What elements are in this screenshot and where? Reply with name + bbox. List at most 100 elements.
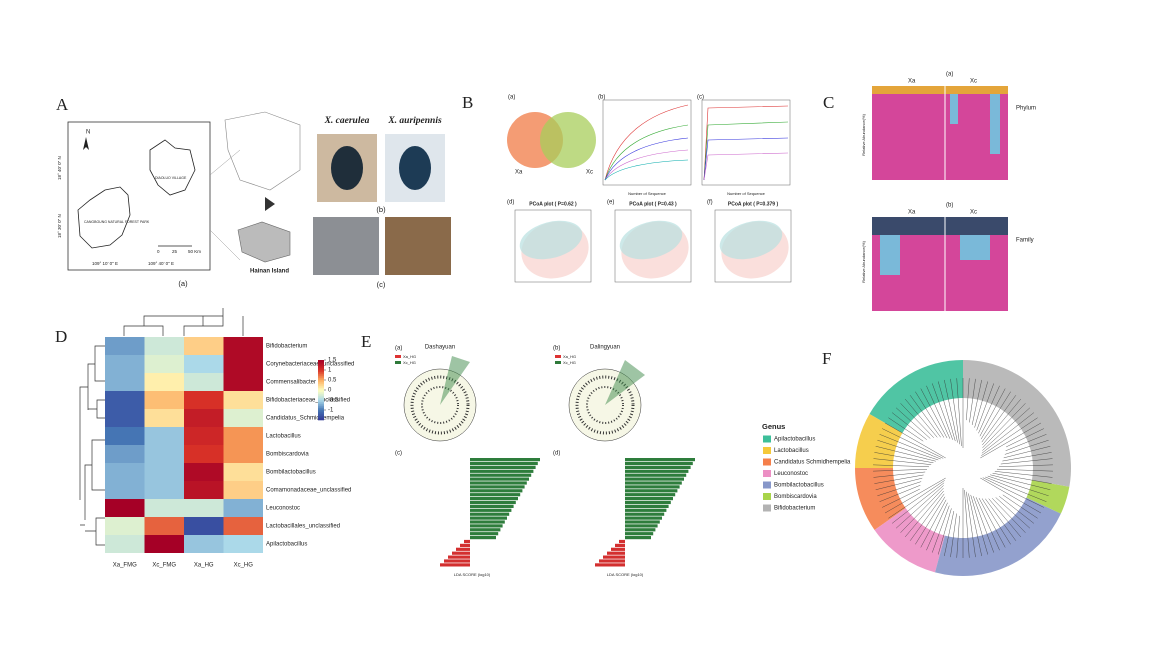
legend-label: Xa_HG: [403, 354, 416, 359]
tree-branch: [982, 403, 1026, 448]
curve: [703, 152, 789, 181]
colorbar-label: -0.5: [328, 398, 339, 404]
lda-bars: [440, 458, 695, 567]
colorbar-step: [318, 372, 324, 375]
colorbar-step: [318, 384, 324, 387]
heat-cell: [184, 463, 224, 481]
heat-cell: [144, 337, 184, 355]
colorbar-step: [318, 394, 324, 397]
clade-wedge: [1026, 480, 1070, 514]
tree-branch: [995, 497, 1031, 529]
colorbar-step: [318, 414, 324, 417]
connector: [209, 229, 241, 261]
tree-branch: [969, 378, 976, 423]
legend-label: Leuconostoc: [774, 471, 808, 477]
column-label: Xc_FMG: [152, 563, 176, 569]
heat-cell: [184, 409, 224, 427]
lda-bar: [460, 543, 470, 547]
heat-cell: [223, 391, 263, 409]
lda-bar: [625, 528, 656, 532]
sub-label: (b): [946, 203, 953, 209]
clade-wedge: [935, 497, 1061, 576]
tree-branch: [900, 403, 934, 438]
map-label: DIAOLUO VILLAGE: [155, 176, 187, 180]
tree-branch: [992, 498, 1026, 533]
plot-frame: [602, 99, 692, 186]
sub-label: (c): [697, 95, 704, 101]
heat-cell: [184, 337, 224, 355]
sub-label: (a): [946, 72, 953, 78]
sub-label: (b): [376, 205, 386, 214]
heat-cell: [144, 535, 184, 553]
map-region: [77, 186, 131, 249]
colorbar-step: [318, 364, 324, 367]
tree-branch: [904, 398, 938, 438]
stack-seg: [872, 86, 1008, 94]
connector: [209, 149, 241, 176]
lda-bar: [625, 461, 693, 466]
legend-label: Xc_HG: [403, 360, 416, 365]
species-name: X. auripennis: [387, 116, 442, 126]
sub-label: (a): [178, 279, 188, 288]
colorbar-label: 1: [328, 368, 332, 374]
legend-title: Phylum: [1016, 106, 1036, 112]
panel-letter: C: [823, 93, 834, 112]
legend-swatch: [763, 470, 771, 477]
clade-wedge: [855, 414, 903, 468]
confidence-ellipse: [619, 220, 683, 260]
heat-cell: [184, 445, 224, 463]
lda-bar: [470, 524, 503, 528]
colorbar-label: 1.5: [328, 358, 337, 364]
tree-branch: [1002, 452, 1052, 462]
tree-branch: [985, 476, 1047, 502]
tree-branch: [992, 473, 1052, 484]
photo: [385, 217, 451, 275]
tree-branch: [888, 417, 924, 442]
panel-letter: E: [361, 332, 371, 351]
lda-bar: [625, 458, 695, 462]
stack-seg: [960, 235, 990, 260]
clade-highlight: [605, 360, 645, 405]
plot-frame: [614, 209, 692, 283]
heat-cell: [184, 391, 224, 409]
venn-circle: [540, 112, 596, 168]
lda-bar: [625, 485, 680, 489]
lda-bar: [625, 500, 671, 505]
group-label: Xc: [970, 210, 977, 216]
lda-bar: [444, 559, 470, 563]
stack-seg: [990, 94, 1000, 154]
lda-bar: [619, 539, 625, 544]
tree-branch: [985, 498, 1017, 541]
tree-branch: [873, 458, 932, 465]
map-label: Hainan Island: [250, 269, 289, 275]
sub-label: (c): [377, 280, 386, 289]
tree-branch: [990, 474, 1051, 490]
lda-bar: [470, 528, 501, 532]
north-arrow: [83, 137, 89, 150]
lda-bar: [470, 520, 505, 524]
tree-branch: [970, 494, 988, 555]
tree-branch: [1006, 428, 1044, 448]
plot-frame: [714, 209, 792, 283]
heat-cell: [144, 355, 184, 373]
panel-letter: B: [462, 93, 473, 112]
tree-branch: [968, 493, 982, 557]
legend-label: Lactobacillus: [774, 448, 809, 454]
lda-bar: [470, 465, 536, 469]
lda-bar: [452, 551, 470, 555]
photo: [313, 217, 379, 275]
row-label: Commensalibacter: [266, 380, 316, 386]
clade-wedge: [874, 508, 945, 573]
tree-branch: [915, 391, 945, 438]
phylo-tree: [855, 359, 1071, 576]
curve: [703, 137, 789, 181]
tree-branch: [874, 474, 924, 484]
arrow: [265, 197, 275, 211]
legend-label: Bifidobacterium: [774, 506, 815, 512]
tree-branch: [875, 477, 923, 490]
heat-cell: [184, 535, 224, 553]
curve: [604, 124, 689, 181]
cladogram: [586, 386, 624, 424]
plot-frame: [701, 99, 791, 186]
heat-cell: [144, 499, 184, 517]
